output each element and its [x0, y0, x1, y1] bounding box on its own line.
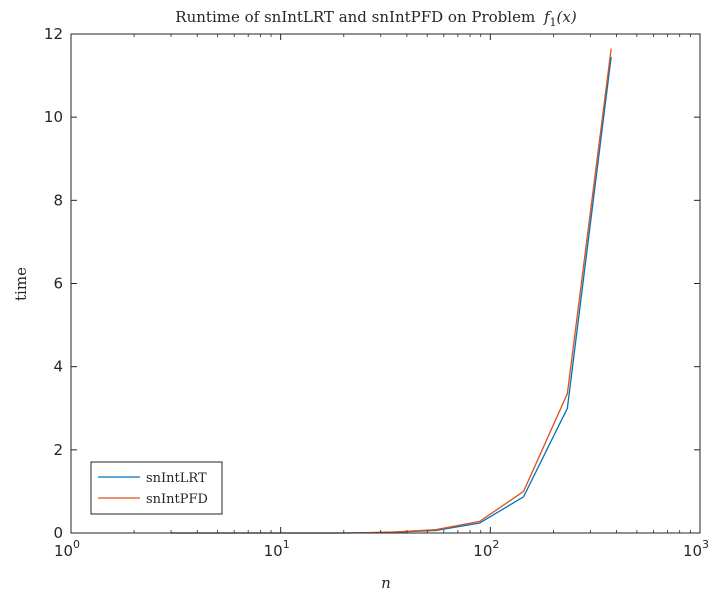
y-axis-label: time — [12, 267, 30, 301]
chart-title-math-sub: 1 — [550, 16, 557, 29]
x-axis-label: n — [381, 574, 391, 592]
x-tick-label: 101 — [264, 538, 290, 560]
legend-box — [90, 461, 223, 515]
plot-area — [71, 34, 700, 533]
chart-title-math-arg: (x) — [557, 8, 577, 26]
legend-label-snIntPFD: snIntPFD — [146, 492, 208, 507]
chart-title-text: Runtime of snIntLRT and snIntPFD on Prob… — [175, 8, 535, 26]
y-tick-label: 10 — [44, 108, 63, 126]
plot-background — [71, 34, 700, 533]
axes-layer: 100 101 102 103 0 2 4 6 8 10 12 — [44, 25, 709, 560]
y-tick-label: 8 — [53, 191, 63, 209]
x-tick-label: 102 — [473, 538, 499, 560]
chart-title-math: f — [543, 8, 552, 26]
y-tick-label: 12 — [44, 25, 63, 43]
y-tick-label: 4 — [53, 358, 63, 376]
x-tick-label: 103 — [683, 538, 709, 560]
y-tick-label: 2 — [53, 441, 63, 459]
chart-title: Runtime of snIntLRT and snIntPFD on Prob… — [175, 8, 577, 29]
x-tick-label: 100 — [54, 538, 80, 560]
y-tick-label: 6 — [53, 275, 63, 293]
y-tick-label: 0 — [53, 524, 63, 542]
legend: snIntLRT snIntPFD — [90, 461, 223, 515]
legend-label-snIntLRT: snIntLRT — [146, 471, 207, 486]
